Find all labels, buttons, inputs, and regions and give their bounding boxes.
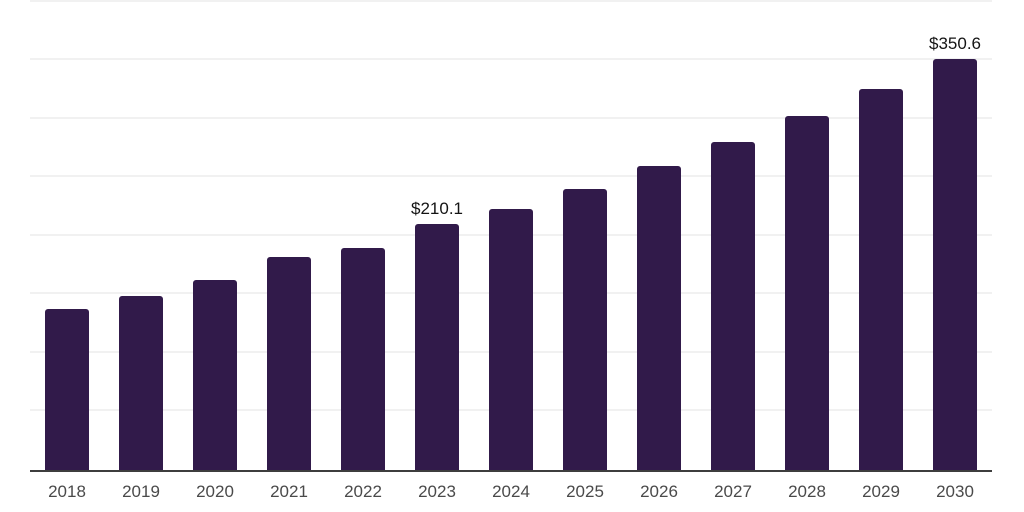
x-tick-label-2018: 2018 bbox=[48, 482, 86, 501]
bar-column-2029 bbox=[844, 0, 918, 470]
bar-column-2023: $210.1 bbox=[400, 0, 474, 470]
bar-column-2018 bbox=[30, 0, 104, 470]
bar-column-2028 bbox=[770, 0, 844, 470]
bar-column-2020 bbox=[178, 0, 252, 470]
bar-column-2025 bbox=[548, 0, 622, 470]
x-tick-label-2026: 2026 bbox=[640, 482, 678, 501]
gridline-400 bbox=[30, 0, 992, 2]
x-tick-label-2025: 2025 bbox=[566, 482, 604, 501]
bar-2022 bbox=[341, 248, 385, 470]
bar-column-2027 bbox=[696, 0, 770, 470]
gridline-250 bbox=[30, 175, 992, 178]
bar-2020 bbox=[193, 280, 237, 470]
bar-2024 bbox=[489, 209, 533, 470]
bar-column-2026 bbox=[622, 0, 696, 470]
bar-2019 bbox=[119, 296, 163, 470]
bar-column-2024 bbox=[474, 0, 548, 470]
x-tick-label-2024: 2024 bbox=[492, 482, 530, 501]
bar-2029 bbox=[859, 89, 903, 470]
bar-2025 bbox=[563, 189, 607, 470]
x-tick-label-2022: 2022 bbox=[344, 482, 382, 501]
bar-column-2030: $350.6 bbox=[918, 0, 992, 470]
bar-value-label-2030: $350.6 bbox=[929, 34, 981, 53]
x-tick-label-2020: 2020 bbox=[196, 482, 234, 501]
bar-2023: $210.1 bbox=[411, 199, 463, 470]
bar-value-label-2023: $210.1 bbox=[411, 199, 463, 218]
x-tick-label-2029: 2029 bbox=[862, 482, 900, 501]
x-tick-label-2028: 2028 bbox=[788, 482, 826, 501]
bar-2030: $350.6 bbox=[929, 34, 981, 470]
bars-row: $210.1 $350.6 bbox=[30, 0, 992, 470]
bar-2018 bbox=[45, 309, 89, 470]
plot-area: $210.1 $350.6 bbox=[30, 0, 992, 472]
bar-2021 bbox=[267, 257, 311, 470]
bar-column-2021 bbox=[252, 0, 326, 470]
bar-2026 bbox=[637, 166, 681, 470]
x-tick-label-2019: 2019 bbox=[122, 482, 160, 501]
gridline-300 bbox=[30, 116, 992, 119]
bar-column-2022 bbox=[326, 0, 400, 470]
bar-2028 bbox=[785, 116, 829, 470]
gridline-350 bbox=[30, 58, 992, 61]
x-axis-labels: 2018 2019 2020 2021 2022 2023 2024 2025 2026 2027… bbox=[30, 482, 992, 502]
bar-2027 bbox=[711, 142, 755, 470]
x-tick-label-2027: 2027 bbox=[714, 482, 752, 501]
x-tick-label-2021: 2021 bbox=[270, 482, 308, 501]
bar-column-2019 bbox=[104, 0, 178, 470]
x-tick-label-2023: 2023 bbox=[418, 482, 456, 501]
x-tick-label-2030: 2030 bbox=[936, 482, 974, 501]
